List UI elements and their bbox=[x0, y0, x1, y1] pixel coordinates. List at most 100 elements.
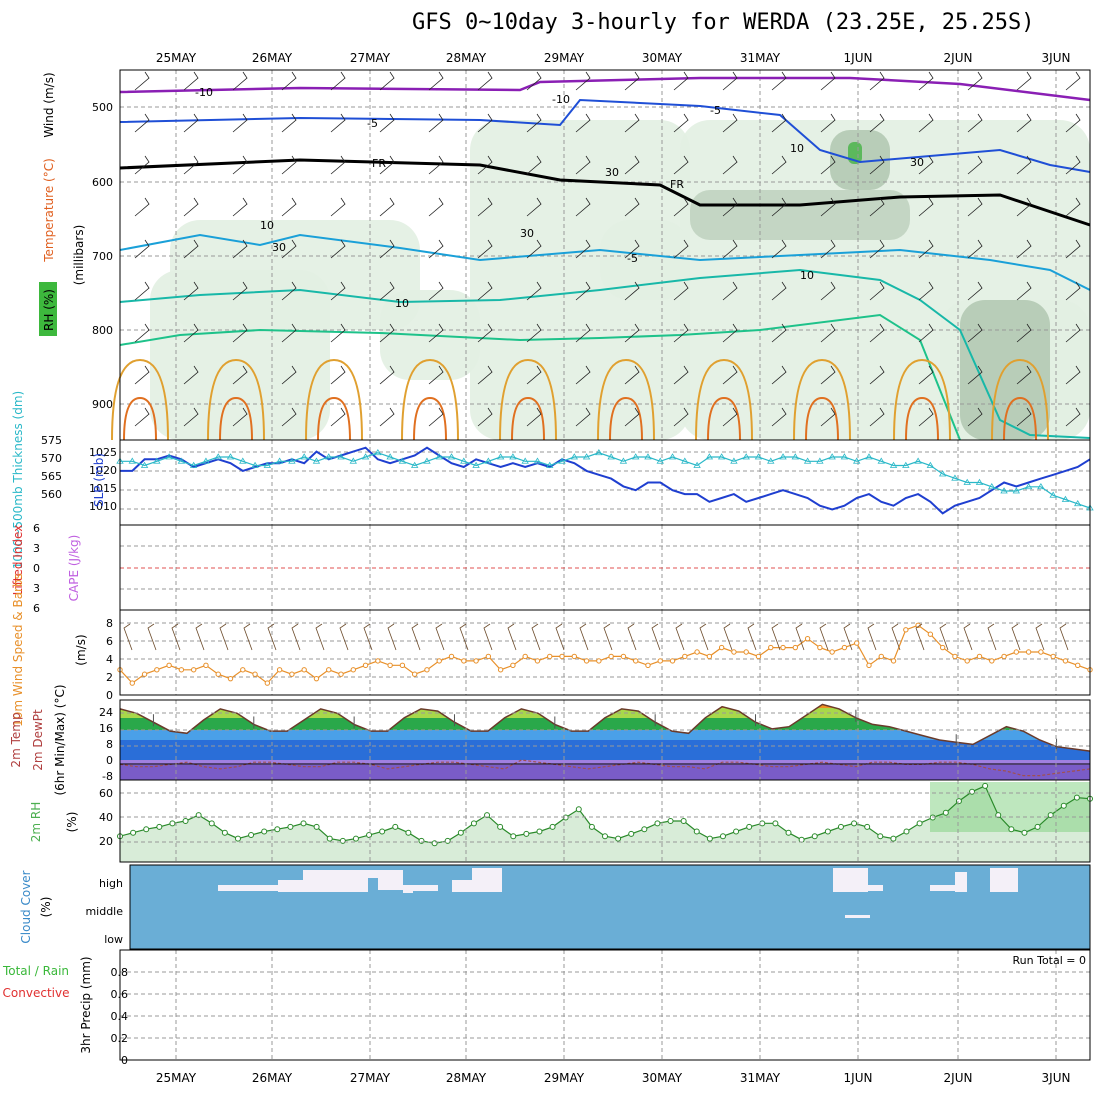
contour-label-13: 10 bbox=[790, 142, 804, 155]
wind-barb bbox=[477, 71, 493, 91]
rh2m-point-63 bbox=[942, 809, 949, 816]
thickness-point bbox=[521, 457, 529, 464]
wind10-barb bbox=[843, 623, 853, 651]
rh2m-fill bbox=[120, 785, 1090, 862]
wind10-barb bbox=[939, 623, 949, 651]
wind-barb bbox=[183, 323, 199, 343]
wind-barb bbox=[428, 239, 444, 259]
thickness-point bbox=[779, 453, 787, 460]
wind-barb bbox=[869, 155, 885, 175]
thickness-point bbox=[742, 453, 750, 460]
cloud-axis-units: (%) bbox=[39, 897, 53, 918]
li-axis-label: Lifted Index bbox=[11, 525, 25, 596]
wind-barb bbox=[134, 197, 150, 217]
wind-barb bbox=[575, 197, 591, 217]
wind-barb bbox=[183, 197, 199, 217]
rh2m-point-51 bbox=[785, 829, 792, 836]
rh2m-point-3 bbox=[156, 823, 163, 830]
wind-barb bbox=[281, 197, 297, 217]
cloud-level-1: middle bbox=[85, 905, 123, 918]
wind-barb bbox=[232, 365, 248, 385]
wind-barb bbox=[918, 323, 934, 343]
wind10-point-13 bbox=[276, 667, 283, 673]
wind10-point-39 bbox=[596, 658, 602, 664]
rh2m-point-21 bbox=[392, 823, 399, 830]
wind10-point-74 bbox=[1025, 649, 1032, 655]
wind10-line bbox=[119, 624, 1091, 684]
wind-barb bbox=[134, 407, 150, 427]
li-ytick-2: 0 bbox=[33, 562, 40, 575]
thickness-point bbox=[214, 453, 222, 460]
contour-label-9: 30 bbox=[605, 166, 619, 179]
upper-axis-rh: RH (%) bbox=[42, 289, 56, 331]
wind-barb bbox=[281, 407, 297, 427]
cape-axis-label: CAPE (J/kg) bbox=[67, 535, 81, 602]
wind-barb bbox=[477, 323, 493, 343]
wind-barb bbox=[918, 197, 934, 217]
wind-barb bbox=[330, 155, 346, 175]
wind-barb bbox=[134, 323, 150, 343]
wind-barb bbox=[1065, 239, 1081, 259]
wind10-barb bbox=[507, 623, 517, 651]
wind-barb bbox=[232, 239, 248, 259]
wind10-point-25 bbox=[424, 667, 430, 673]
wind-barb bbox=[820, 113, 836, 133]
wind-barb bbox=[771, 365, 787, 385]
wind10-point-60 bbox=[854, 640, 860, 646]
slp-ytick-3: 1010 bbox=[89, 500, 117, 513]
rh2m-point-38 bbox=[615, 835, 622, 842]
wind-barb bbox=[575, 155, 591, 175]
wind-barb bbox=[624, 197, 640, 217]
contour-label-10: 30 bbox=[520, 227, 534, 240]
thick-ytick-3: 560 bbox=[41, 488, 62, 501]
wind-barb bbox=[183, 155, 199, 175]
wind-barb bbox=[967, 71, 983, 91]
thickness-point bbox=[140, 461, 149, 468]
wind10-point-44 bbox=[657, 658, 663, 664]
wind10-point-10 bbox=[240, 667, 246, 673]
wind-barb bbox=[1065, 197, 1081, 217]
rh2m-point-46 bbox=[719, 833, 726, 840]
precip-ytick-4: 0 bbox=[121, 1054, 128, 1067]
thickness-point bbox=[288, 457, 296, 464]
cloud-clear-10 bbox=[868, 885, 883, 891]
wind-barb bbox=[281, 281, 297, 301]
wind-barb bbox=[624, 323, 640, 343]
wind-barb bbox=[477, 155, 493, 175]
wind-barb bbox=[232, 281, 248, 301]
wind10-point-34 bbox=[534, 658, 541, 664]
contour-label-2: -5 bbox=[367, 117, 378, 130]
temp-contour-3 bbox=[119, 233, 1091, 291]
wind-barb bbox=[379, 281, 395, 301]
wind-barb bbox=[134, 113, 150, 133]
thickness-point bbox=[963, 478, 971, 485]
wind10-barb bbox=[387, 623, 397, 651]
thickness-point bbox=[447, 453, 456, 460]
wind10-point-64 bbox=[903, 627, 909, 633]
wind10-ytick-3: 2 bbox=[106, 671, 113, 684]
rh2m-point-23 bbox=[418, 837, 425, 844]
wind-barb bbox=[575, 323, 591, 343]
wind10-point-53 bbox=[768, 644, 774, 651]
wind-barb bbox=[869, 239, 885, 259]
temp2m-axis-a: 2m Temp bbox=[9, 712, 23, 767]
rh2m-point-49 bbox=[759, 820, 766, 827]
wind10-ytick-2: 4 bbox=[106, 653, 113, 666]
rh2m-point-12 bbox=[274, 826, 281, 833]
cloud-clear-13 bbox=[990, 868, 1018, 892]
cloud-clear-14 bbox=[845, 915, 870, 918]
rh-legend-swatch bbox=[39, 282, 57, 336]
wind-barb bbox=[771, 407, 787, 427]
temp-band-3 bbox=[120, 730, 1090, 740]
wind-barb bbox=[379, 71, 395, 91]
wind10-point-11 bbox=[252, 671, 258, 677]
date-top-0: 25MAY bbox=[156, 51, 197, 65]
thickness-point bbox=[189, 461, 198, 468]
wind-barb bbox=[820, 197, 836, 217]
contour-label-6: -5 bbox=[627, 252, 638, 265]
wind10-point-47 bbox=[694, 649, 700, 655]
wind-barb bbox=[624, 113, 640, 133]
temp-arch-6 bbox=[695, 358, 753, 441]
wind-barb bbox=[722, 323, 738, 343]
thickness-point bbox=[177, 457, 186, 464]
